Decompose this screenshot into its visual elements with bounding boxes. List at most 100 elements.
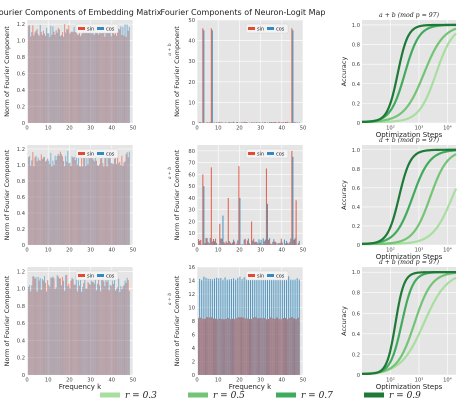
bar-sin	[202, 318, 204, 375]
bar-sin	[34, 157, 36, 245]
bar-cos	[111, 27, 113, 124]
bar-sin	[229, 242, 231, 245]
bar-sin	[30, 36, 32, 124]
bar-cos	[80, 275, 82, 375]
y-tick-label: 50	[188, 184, 195, 190]
bar-sin	[57, 153, 59, 245]
bar-sin	[229, 319, 231, 375]
bar-cos	[46, 160, 48, 245]
x-tick-label: 10²	[386, 248, 395, 254]
bar-sin	[74, 160, 76, 245]
bar-cos	[203, 186, 205, 245]
bar-cos	[124, 161, 126, 245]
x-tick-label: 40	[108, 248, 115, 254]
bar-sin	[57, 27, 59, 124]
chart-panel-6: 0 0.2 0.4 0.6 0.8 1.0 10² 10³ 10⁴ Accuracy Optimiz…	[340, 137, 458, 261]
x-tick-label: 50	[130, 378, 137, 384]
bar-sin	[49, 163, 51, 245]
side-label: a + b	[167, 43, 173, 55]
bar-cos	[256, 121, 258, 123]
bar-cos	[109, 151, 111, 245]
bar-sin	[93, 161, 95, 245]
x-tick-label: 10	[215, 378, 222, 384]
bar-cos	[107, 26, 109, 124]
bar-sin	[100, 24, 102, 124]
panel-legend: sin cos	[245, 148, 289, 159]
bar-sin	[45, 161, 47, 245]
bar-cos	[58, 278, 60, 375]
bar-cos	[63, 280, 65, 375]
bar-sin	[223, 242, 225, 245]
bar-cos	[35, 155, 37, 245]
bar-sin	[274, 122, 276, 123]
bar-cos	[73, 284, 75, 375]
bar-sin	[251, 319, 253, 375]
y-axis-label: Norm of Fourier Component	[3, 275, 11, 366]
bar-cos	[107, 154, 109, 245]
bar-cos	[116, 288, 118, 375]
bar-cos	[105, 275, 107, 375]
y-tick-label: 0.2	[352, 224, 360, 230]
x-tick-label: 10⁴	[443, 378, 452, 384]
bar-sin	[206, 122, 208, 123]
bar-cos	[69, 288, 71, 375]
bar-cos	[298, 122, 300, 123]
bar-sin	[210, 28, 212, 124]
bar-sin	[259, 242, 261, 245]
legend-label-cos: cos	[276, 27, 285, 33]
bar-sin	[123, 162, 125, 245]
y-axis-label: Norm of Fourier Component	[3, 26, 11, 117]
bar-sin	[293, 239, 295, 245]
bar-cos	[247, 276, 249, 375]
bar-cos	[252, 122, 254, 123]
bar-cos	[213, 241, 215, 245]
bar-cos	[120, 165, 122, 245]
bar-sin	[212, 318, 214, 375]
bar-sin	[257, 243, 259, 245]
bar-sin	[95, 160, 97, 245]
bar-sin	[106, 31, 108, 123]
bar-cos	[39, 160, 41, 245]
y-tick-label: 6	[192, 333, 195, 339]
bar-sin	[106, 166, 108, 245]
bar-sin	[74, 32, 76, 123]
bar-sin	[34, 32, 36, 123]
y-tick-label: 0.4	[17, 211, 26, 217]
bar-sin	[98, 34, 100, 123]
bar-cos	[60, 285, 62, 375]
bar-sin	[225, 318, 227, 375]
bar-cos	[292, 30, 294, 123]
bar-cos	[216, 277, 218, 375]
bar-cos	[96, 28, 98, 124]
bar-sin	[36, 291, 38, 375]
bar-sin	[229, 122, 231, 123]
bar-sin	[291, 317, 293, 375]
bar-cos	[56, 32, 58, 123]
bar-cos	[126, 152, 128, 245]
bar-sin	[68, 163, 70, 245]
bar-cos	[41, 34, 43, 123]
y-axis-label: Accuracy	[340, 180, 348, 210]
bar-cos	[118, 28, 120, 123]
bar-sin	[127, 157, 129, 245]
bar-sin	[115, 290, 117, 375]
bar-cos	[63, 36, 65, 123]
y-tick-label: 70	[188, 161, 195, 167]
chart-panel-3: 0 0.2 0.4 0.6 0.8 1.0 10² 10³ 10⁴ Accuracy Optimiz…	[340, 12, 457, 139]
bar-sin	[28, 157, 30, 245]
y-tick-label: 1.2	[17, 22, 25, 28]
bar-cos	[63, 161, 65, 245]
bar-cos	[33, 166, 35, 245]
bar-sin	[45, 35, 47, 123]
bar-cos	[199, 278, 201, 375]
bar-cos	[103, 32, 105, 123]
y-tick-label: 40	[188, 39, 195, 45]
bar-sin	[110, 163, 112, 245]
bar-cos	[266, 277, 268, 375]
bar-sin	[32, 25, 34, 123]
y-tick-label: 0.2	[352, 101, 360, 107]
bar-sin	[104, 286, 106, 375]
bar-sin	[234, 241, 236, 245]
bar-sin	[117, 28, 119, 123]
bar-sin	[246, 318, 248, 375]
